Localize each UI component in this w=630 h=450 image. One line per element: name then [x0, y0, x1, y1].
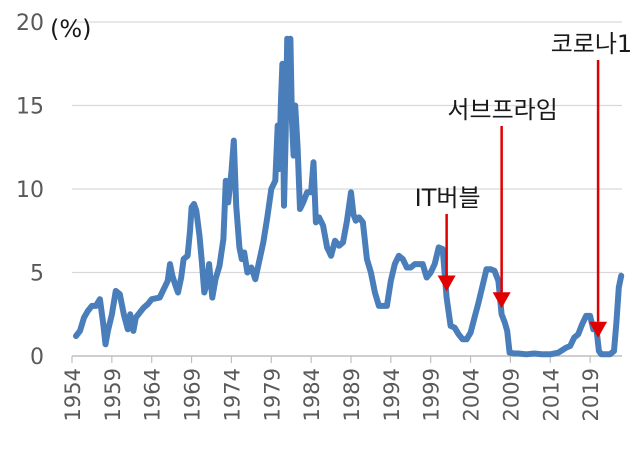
x-tick-label: 2009: [499, 368, 523, 421]
x-tick-label: 1984: [300, 368, 324, 421]
x-tick-label: 1964: [141, 368, 165, 421]
annotation-arrowhead: [492, 292, 511, 309]
annotation-label: 코로나19: [551, 30, 630, 58]
x-axis-ticks: 1954 1959 1964 1969 1974 1979 1984 1989 1994 1999…: [61, 356, 603, 421]
gridlines: [72, 21, 622, 274]
x-tick-label: 2019: [579, 368, 603, 421]
x-tick-label: 1999: [420, 368, 444, 421]
y-tick-label: 15: [16, 95, 44, 120]
annotation-label: IT버블: [415, 184, 481, 212]
annotation-label: 서브프라임: [447, 96, 557, 124]
x-tick-label: 1989: [340, 368, 364, 421]
x-tick-label: 2014: [539, 368, 563, 421]
x-tick-label: 1994: [380, 368, 404, 421]
x-tick-label: 1974: [220, 368, 244, 421]
x-tick-label: 2004: [460, 368, 484, 421]
y-tick-label: 5: [30, 262, 44, 287]
y-axis-ticks: 0 5 10 15 20: [16, 11, 44, 370]
annotation-arrowhead: [589, 321, 608, 338]
y-tick-label: 20: [16, 11, 44, 36]
annotations: IT버블 서브프라임 코로나19: [415, 30, 630, 338]
x-tick-label: 1954: [61, 368, 85, 421]
x-tick-label: 1979: [260, 368, 284, 421]
x-tick-label: 1969: [181, 368, 205, 421]
series-line: [73, 35, 625, 358]
x-tick-label: 1959: [101, 368, 125, 421]
y-tick-label: 10: [16, 178, 44, 203]
y-unit-label: (%): [50, 15, 92, 43]
annotation-arrowhead: [437, 275, 456, 292]
y-tick-label: 0: [30, 345, 44, 370]
